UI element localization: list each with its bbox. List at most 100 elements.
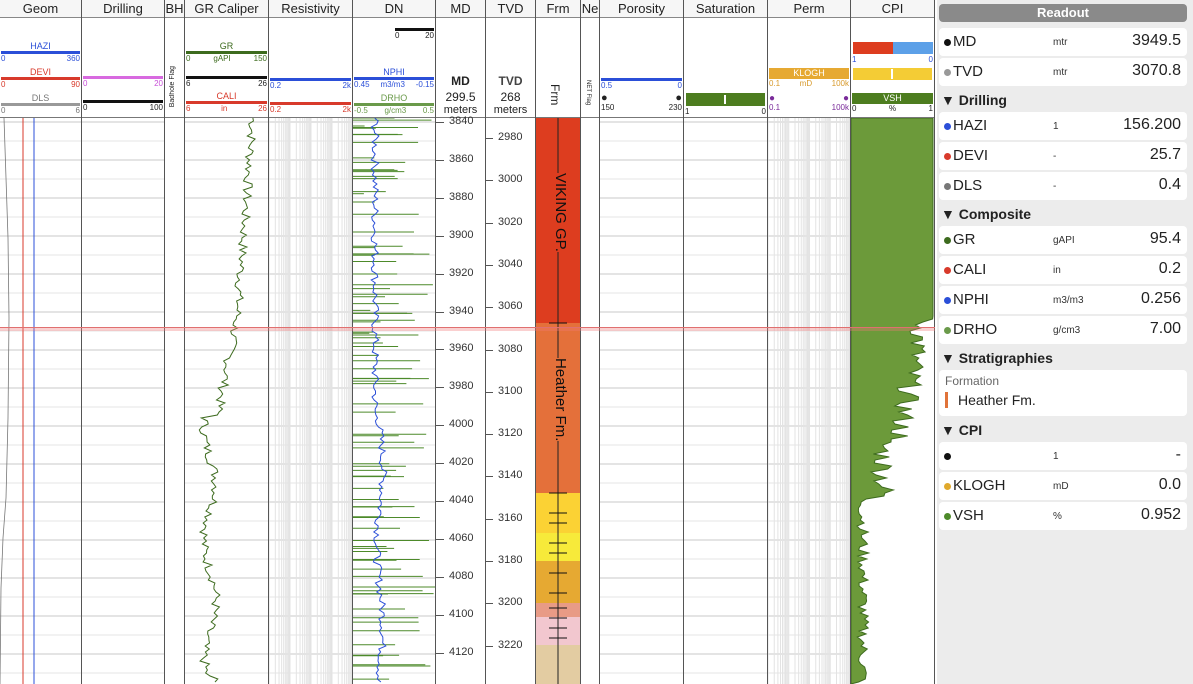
track-perm[interactable]: Perm KLOGH 0.1 mD 100k ● ● 0.1 100k	[768, 0, 851, 684]
readout-section-cpi[interactable]: ▼ CPI	[941, 422, 983, 438]
res2-header: 0.2 2k	[270, 102, 351, 114]
devi-header: DEVI 0 90	[1, 67, 80, 89]
readout-name: DLS	[953, 177, 983, 194]
cpi-yellow-swatch	[853, 68, 932, 80]
track-frm[interactable]: Frm Frm VIKING GP. Heather Fm.	[536, 0, 581, 684]
klogh-header: KLOGH 0.1 mD 100k	[769, 68, 849, 88]
saturation-body	[684, 118, 767, 684]
md-tick	[436, 349, 444, 351]
md-label: 4080	[449, 569, 474, 582]
gr-curve-plot	[185, 117, 268, 683]
md-label: 4060	[449, 531, 474, 544]
drilling-grid	[82, 121, 164, 674]
readout-value: 3070.8	[1132, 62, 1181, 79]
res1-header: 0.2 2k	[270, 78, 351, 90]
md-tick	[436, 387, 444, 389]
tvd-label: 3140	[498, 469, 523, 482]
tvd-tick	[486, 645, 493, 647]
readout-unit: gAPI	[1053, 235, 1075, 246]
md-label: 4000	[449, 418, 474, 431]
tvd-label: 3120	[498, 427, 523, 440]
curve-color-dot	[944, 39, 951, 46]
md-label: 3920	[449, 266, 474, 279]
curve-color-dot	[944, 69, 951, 76]
readout-name: CALI	[953, 261, 987, 278]
readout-row-cali[interactable]: CALI in 0.2	[939, 256, 1187, 284]
readout-unit: %	[1053, 511, 1062, 522]
readout-name: DEVI	[953, 147, 989, 164]
md-tick	[436, 652, 444, 654]
frm-header-label: Frm	[548, 84, 562, 106]
track-net[interactable]: Ne NET Flag	[581, 0, 600, 684]
readout-value: -	[1175, 446, 1181, 463]
md-label: 3960	[449, 342, 474, 355]
curve-color-dot	[944, 183, 951, 190]
track-porosity[interactable]: Porosity 0.5 0 ● ● 150 230	[600, 0, 684, 684]
formation-label: Formation	[945, 374, 1000, 388]
readout-row-nphi[interactable]: NPHI m3/m3 0.256	[939, 286, 1187, 314]
perm-body	[768, 118, 850, 684]
tvd-label: 3180	[498, 554, 523, 566]
md-header: MD 299.5 meters	[436, 18, 485, 118]
track-title-gr-caliper: GR Caliper	[185, 0, 268, 18]
vsh-curve-plot	[851, 117, 934, 684]
tvd-tick	[486, 349, 493, 351]
formation-label-viking: VIKING GP.	[552, 173, 569, 252]
drho-header: DRHO -0.5 g/cm3 0.5	[354, 93, 434, 115]
bh-header: Badhole Flag	[165, 18, 184, 118]
readout-formation[interactable]: Formation Heather Fm.	[939, 370, 1187, 416]
md-tick	[436, 576, 444, 578]
porosity-1-header: 0.5 0	[601, 78, 682, 90]
tvd-label: 3080	[498, 342, 523, 355]
track-tvd[interactable]: TVD TVD 268 meters 2980 3000 3020 3040 3060 3…	[486, 0, 536, 684]
depth-cursor-line[interactable]	[0, 327, 935, 331]
drilling-pink-header: 0 20	[83, 76, 163, 88]
track-resistivity[interactable]: Resistivity 0.2 2k 0.2 2k	[269, 0, 353, 684]
readout-section-drilling[interactable]: ▼ Drilling	[941, 92, 1007, 108]
readout-value: 7.00	[1149, 320, 1181, 337]
md-label: 3880	[449, 190, 474, 203]
track-title-cpi: CPI	[851, 0, 934, 18]
readout-row-tvd[interactable]: TVD mtr 3070.8	[939, 58, 1187, 86]
perm-2-header: ● ● 0.1 100k	[769, 93, 849, 113]
readout-row-flag[interactable]: 1 -	[939, 442, 1187, 470]
tvd-tick	[486, 603, 493, 605]
readout-row-drho[interactable]: DRHO g/cm3 7.00	[939, 316, 1187, 344]
readout-row-gr[interactable]: GR gAPI 95.4	[939, 226, 1187, 254]
track-dn[interactable]: DN 0 20 NPHI 0.45 m3/m3 -0.15 DRHO -0.5 g/cm…	[353, 0, 436, 684]
md-label: 4120	[449, 645, 474, 658]
readout-name: KLOGH	[953, 477, 1006, 494]
track-gr-caliper[interactable]: GR Caliper GR 0 gAPI 150 6 26 CALI 6 in 26	[185, 0, 269, 684]
track-title-net: Ne	[581, 0, 599, 18]
md-tick	[436, 425, 444, 427]
track-bh[interactable]: BH Badhole Flag	[165, 0, 185, 684]
readout-content: MD mtr 3949.5 TVD mtr 3070.8 ▼ Drilling H…	[937, 28, 1193, 530]
readout-row-hazi[interactable]: HAZI 1 156.200	[939, 112, 1187, 140]
readout-row-vsh[interactable]: VSH % 0.952	[939, 502, 1187, 530]
curve-color-dot	[944, 327, 951, 334]
tvd-label: 3060	[498, 300, 523, 313]
perm-header: KLOGH 0.1 mD 100k ● ● 0.1 100k	[768, 18, 850, 118]
readout-name: DRHO	[953, 321, 998, 338]
readout-section-composite[interactable]: ▼ Composite	[941, 206, 1032, 222]
readout-section-stratigraphies[interactable]: ▼ Stratigraphies	[941, 350, 1053, 366]
dn-header: 0 20 NPHI 0.45 m3/m3 -0.15 DRHO -0.5 g/cm3 0.…	[353, 18, 435, 118]
readout-row-devi[interactable]: DEVI - 25.7	[939, 142, 1187, 170]
track-drilling[interactable]: Drilling 0 20 0 100	[82, 0, 165, 684]
net-header: NET Flag	[581, 18, 599, 118]
perm-grid	[768, 118, 850, 684]
cpi-body	[851, 117, 934, 684]
readout-row-dls[interactable]: DLS - 0.4	[939, 172, 1187, 200]
readout-row-md[interactable]: MD mtr 3949.5	[939, 28, 1187, 56]
md-tick	[436, 273, 444, 275]
tvd-label: 3160	[498, 511, 523, 524]
track-md[interactable]: MD MD 299.5 meters 3840 3860 3880 3900 3920 3…	[436, 0, 486, 684]
readout-row-klogh[interactable]: KLOGH mD 0.0	[939, 472, 1187, 500]
md-depth-scale: 3840 3860 3880 3900 3920 3940 3960 3980 4000 4020…	[436, 115, 485, 684]
